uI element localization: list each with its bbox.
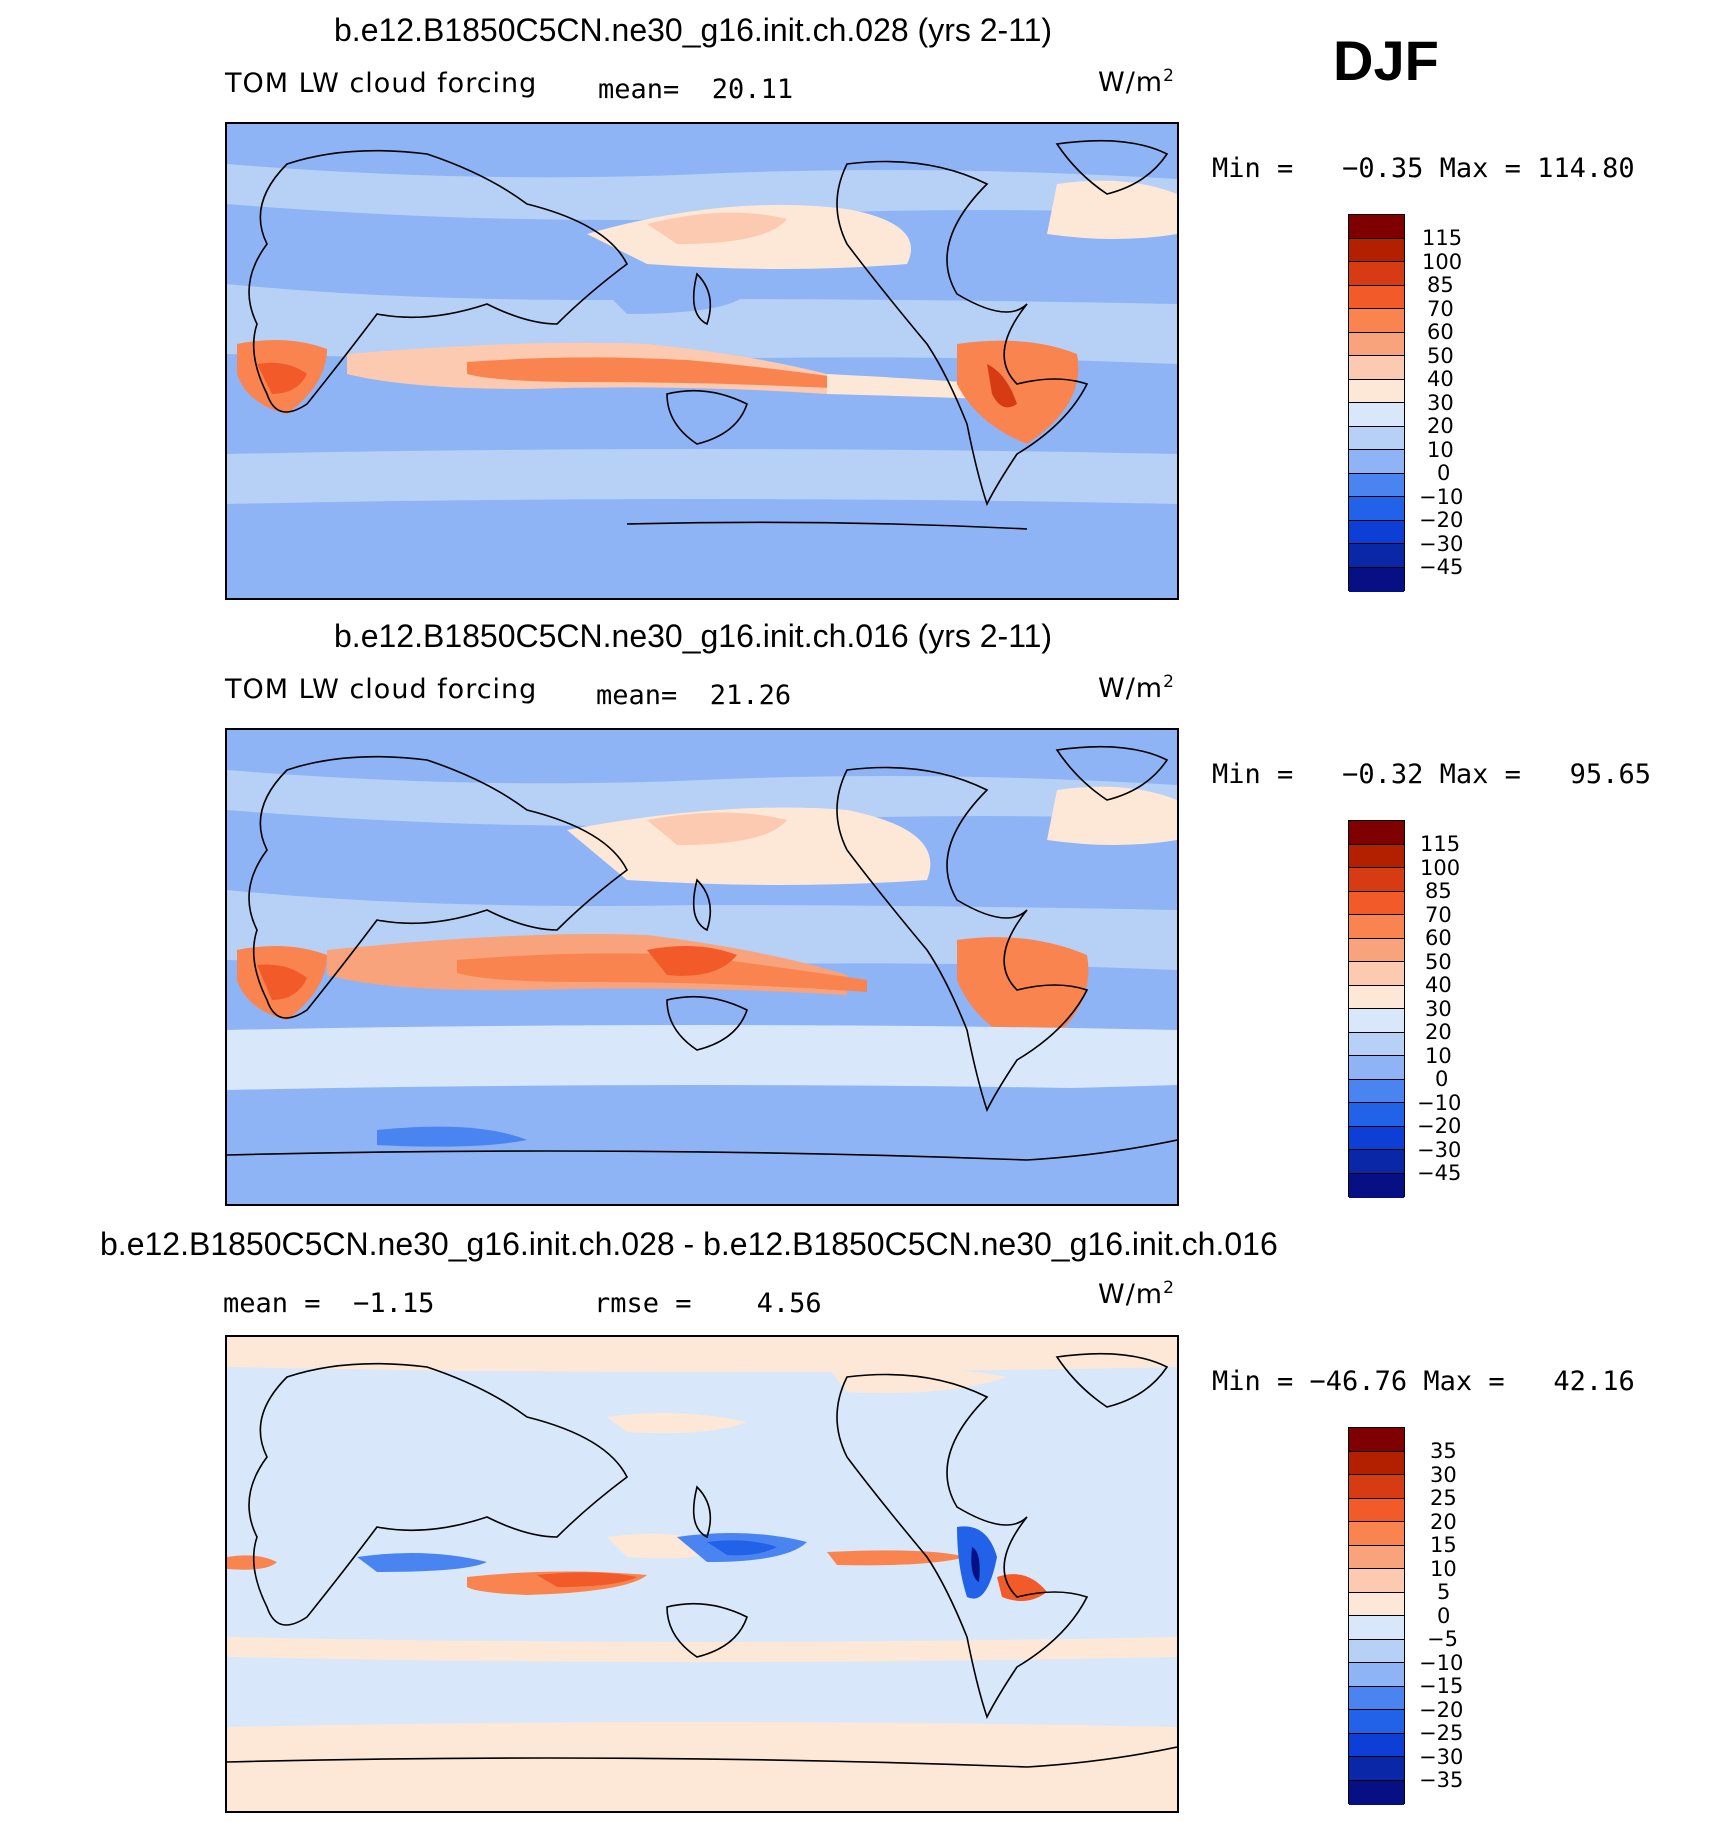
panel-3-colorbar-tick: 35	[1430, 1439, 1457, 1463]
panel-1-units: W/m2	[1098, 66, 1175, 98]
panel-2-colorbar-tick: 0	[1435, 1067, 1449, 1091]
panel-2-colorbar	[1348, 820, 1405, 1198]
panel-3-minmax: Min = −46.76 Max = 42.16	[1212, 1366, 1635, 1397]
panel-1-minmax: Min = −0.35 Max = 114.80	[1212, 153, 1635, 184]
panel-3-colorbar-tick: 20	[1430, 1510, 1457, 1534]
panel-1-colorbar-tick: 70	[1427, 297, 1454, 321]
panel-2-colorbar-tick: 115	[1420, 832, 1461, 856]
panel-3-colorbar-tick: −20	[1419, 1698, 1464, 1722]
panel-1-colorbar-tick: 30	[1427, 391, 1454, 415]
panel-3-colorbar-tick: 10	[1430, 1557, 1457, 1581]
panel-2-colorbar-tick: −30	[1417, 1138, 1462, 1162]
panel-1-colorbar-tick: 20	[1427, 414, 1454, 438]
panel-3-colorbar	[1348, 1427, 1405, 1805]
panel-1-colorbar-tick: 60	[1427, 320, 1454, 344]
panel-3-colorbar-tick: 15	[1430, 1533, 1457, 1557]
panel-2-colorbar-tick: 50	[1425, 950, 1452, 974]
panel-1-mean-value: 20.11	[711, 74, 794, 105]
panel-1-colorbar-tick: 50	[1427, 344, 1454, 368]
panel-1-colorbar-tick: 10	[1427, 438, 1454, 462]
panel-1-variable-label: TOM LW cloud forcing	[225, 68, 538, 99]
panel-1-map	[225, 122, 1179, 600]
panel-3-mean: mean = −1.15	[223, 1288, 435, 1319]
panel-2-units: W/m2	[1098, 672, 1175, 704]
panel-3-colorbar-tick: 30	[1430, 1463, 1457, 1487]
panel-1-colorbar-tick: −30	[1419, 532, 1464, 556]
panel-1-mean-label: mean=	[598, 74, 680, 105]
season-label: DJF	[1333, 29, 1439, 92]
panel-3-map	[225, 1335, 1179, 1813]
panel-3-colorbar-tick: 25	[1430, 1486, 1457, 1510]
panel-2-minmax: Min = −0.32 Max = 95.65	[1212, 759, 1651, 790]
panel-1-colorbar-tick: 40	[1427, 367, 1454, 391]
panel-2-variable-label: TOM LW cloud forcing	[225, 674, 538, 705]
panel-3-title: b.e12.B1850C5CN.ne30_g16.init.ch.028 - b…	[100, 1226, 1278, 1262]
panel-1-colorbar-tick: 85	[1427, 273, 1454, 297]
panel-1-colorbar-tick: −45	[1419, 555, 1464, 579]
panel-1-colorbar-tick: 115	[1422, 226, 1463, 250]
panel-2-colorbar-tick: 85	[1425, 879, 1452, 903]
panel-3-colorbar-tick: 0	[1437, 1604, 1451, 1628]
panel-1-colorbar-tick: 100	[1422, 250, 1463, 274]
panel-1-colorbar-tick: −10	[1419, 485, 1464, 509]
panel-2-map	[225, 728, 1179, 1206]
panel-2-colorbar-tick: 100	[1420, 856, 1461, 880]
panel-3-colorbar-tick: −25	[1419, 1721, 1464, 1745]
panel-1-colorbar-tick: −20	[1419, 508, 1464, 532]
panel-2-colorbar-tick: 60	[1425, 926, 1452, 950]
panel-3-colorbar-tick: −35	[1419, 1768, 1464, 1792]
panel-1-mean: mean= 20.11	[598, 74, 793, 105]
panel-2-colorbar-tick: −45	[1417, 1161, 1462, 1185]
panel-3-colorbar-tick: −5	[1427, 1627, 1458, 1651]
panel-3-colorbar-tick: −30	[1419, 1745, 1464, 1769]
panel-2-colorbar-tick: 10	[1425, 1044, 1452, 1068]
panel-1-colorbar	[1348, 214, 1405, 592]
panel-2-title: b.e12.B1850C5CN.ne30_g16.init.ch.016 (yr…	[334, 618, 1053, 654]
panel-3-colorbar-tick: 5	[1437, 1580, 1451, 1604]
panel-2-colorbar-tick: 40	[1425, 973, 1452, 997]
panel-3-colorbar-tick: −15	[1419, 1674, 1464, 1698]
panel-3-colorbar-tick: −10	[1419, 1651, 1464, 1675]
panel-2-mean: mean= 21.26	[596, 680, 792, 711]
panel-2-colorbar-tick: −20	[1417, 1114, 1462, 1138]
panel-3-rmse: rmse = 4.56	[594, 1288, 822, 1319]
panel-2-colorbar-tick: 70	[1425, 903, 1452, 927]
panel-2-colorbar-tick: 20	[1425, 1020, 1452, 1044]
panel-2-colorbar-tick: 30	[1425, 997, 1452, 1021]
panel-3-units: W/m2	[1098, 1278, 1175, 1310]
panel-1-title: b.e12.B1850C5CN.ne30_g16.init.ch.028 (yr…	[334, 12, 1053, 48]
panel-1-colorbar-tick: 0	[1437, 461, 1451, 485]
panel-2-colorbar-tick: −10	[1417, 1091, 1462, 1115]
